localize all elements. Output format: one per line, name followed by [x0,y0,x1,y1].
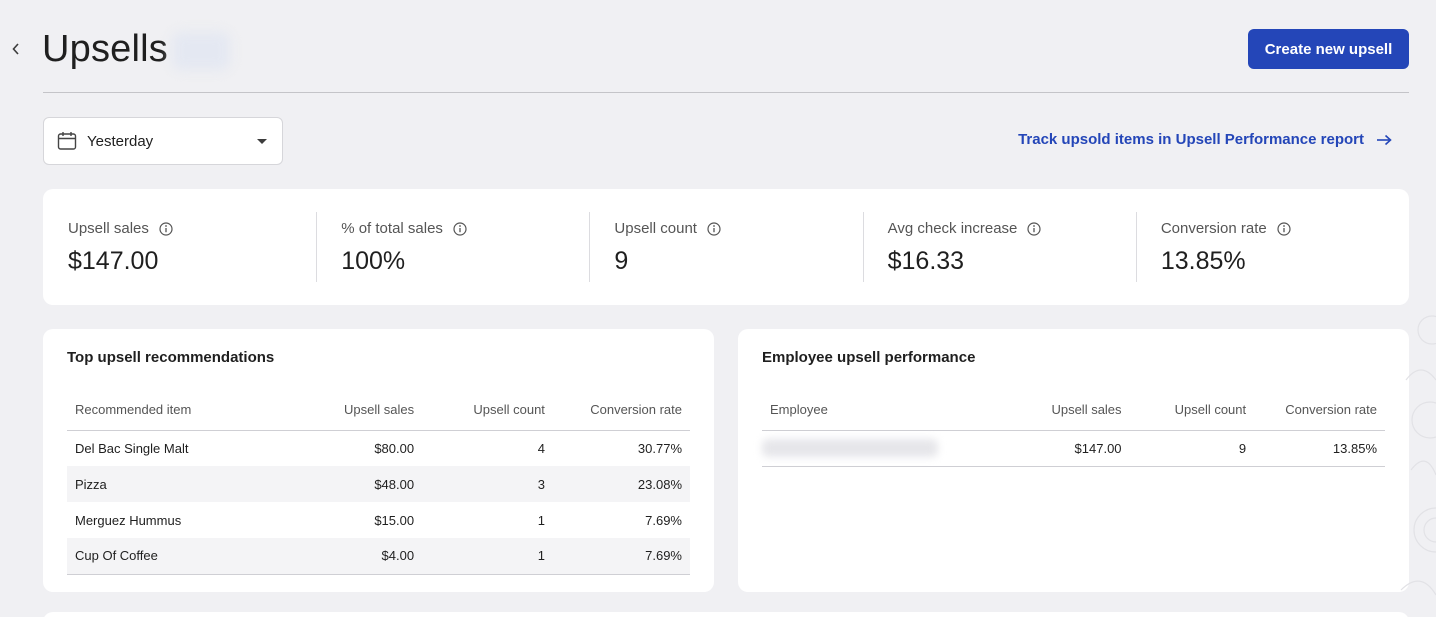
metric-percent-total-sales: % of total sales 100% [316,189,589,305]
date-range-select[interactable]: Yesterday [43,117,283,165]
recommendations-table: Recommended item Upsell sales Upsell cou… [67,390,690,575]
metric-conversion-rate: Conversion rate 13.85% [1135,189,1409,305]
metric-label: Upsell count [614,220,697,237]
table-row: $147.00 9 13.85% [762,430,1385,467]
chevron-left-icon [12,43,19,55]
cell-employee [762,430,1012,467]
table-row: Pizza $48.00 3 23.08% [67,466,690,502]
info-icon[interactable] [159,221,173,236]
metric-label: % of total sales [341,220,443,237]
cell-rate: 7.69% [552,538,690,575]
caret-down-icon [257,139,267,144]
column-header[interactable]: Upsell count [1129,390,1255,431]
employee-table: Employee Upsell sales Upsell count Conve… [762,390,1385,467]
column-header[interactable]: Employee [762,390,1012,431]
cell-item: Cup Of Coffee [67,538,317,575]
location-badge-redacted [172,32,230,70]
date-range-value: Yesterday [87,132,154,150]
cell-rate: 13.85% [1254,430,1385,467]
card-title: Top upsell recommendations [67,349,275,366]
cell-rate: 23.08% [552,466,690,502]
employee-name-redacted [762,439,938,457]
table-row: Merguez Hummus $15.00 1 7.69% [67,502,690,538]
cell-count: 1 [422,538,553,575]
column-header[interactable]: Conversion rate [552,390,690,431]
cell-item: Del Bac Single Malt [75,440,189,456]
metric-value: 100% [341,247,406,275]
table-header-row: Recommended item Upsell sales Upsell cou… [67,390,690,431]
metric-label: Upsell sales [68,220,149,237]
cell-sales: $48.00 [316,466,423,502]
info-icon[interactable] [707,221,721,236]
metric-value: 13.85% [1160,247,1246,275]
arrow-right-icon [1377,134,1392,145]
column-header[interactable]: Upsell sales [316,390,423,431]
employee-upsell-performance-card: Employee upsell performance Employee Ups… [738,329,1409,592]
header-divider [43,92,1409,93]
decorative-background-art [1400,315,1436,596]
page-title: Upsells [42,28,168,70]
cell-rate: 7.69% [645,512,682,528]
metrics-summary-card: Upsell sales $147.00 % of total sales 10… [43,189,1409,305]
cell-count: 3 [422,466,553,502]
cell-sales: $4.00 [316,538,423,575]
cell-count: 1 [537,512,545,528]
report-link-label: Track upsold items in Upsell Performance… [1018,131,1364,148]
table-row: Cup Of Coffee $4.00 1 7.69% [67,538,690,575]
cell-rate: 30.77% [637,440,682,456]
table-row: Del Bac Single Malt $80.00 4 30.77% [67,430,690,466]
top-upsell-recommendations-card: Top upsell recommendations Recommended i… [43,329,714,592]
cell-count: 4 [537,440,545,456]
cell-item: Pizza [67,466,317,502]
metric-label: Avg check increase [887,220,1018,237]
metric-value: 9 [614,247,629,275]
cell-sales: $15.00 [374,512,415,528]
metric-value: $16.33 [887,247,965,275]
column-header[interactable]: Upsell count [422,390,553,431]
metric-upsell-sales: Upsell sales $147.00 [43,189,316,305]
metric-label: Conversion rate [1160,220,1267,237]
calendar-icon [57,132,77,150]
column-header[interactable]: Recommended item [67,390,317,431]
next-card-edge [43,612,1409,617]
column-header[interactable]: Upsell sales [1011,390,1130,431]
table-header-row: Employee Upsell sales Upsell count Conve… [762,390,1385,431]
metric-upsell-count: Upsell count 9 [589,189,862,305]
info-icon[interactable] [1277,221,1291,236]
cell-count: 9 [1129,430,1255,467]
metric-avg-check-increase: Avg check increase $16.33 [862,189,1136,305]
info-icon[interactable] [453,221,467,236]
column-header[interactable]: Conversion rate [1254,390,1385,431]
cell-sales: $147.00 [1011,430,1130,467]
cell-item: Merguez Hummus [75,512,182,528]
metric-value: $147.00 [68,247,159,275]
back-button[interactable] [6,38,26,60]
cell-sales: $80.00 [374,440,415,456]
upsell-performance-report-link[interactable]: Track upsold items in Upsell Performance… [1018,131,1392,148]
card-title: Employee upsell performance [762,349,976,366]
create-upsell-button[interactable]: Create new upsell [1248,29,1409,69]
info-icon[interactable] [1027,221,1042,236]
